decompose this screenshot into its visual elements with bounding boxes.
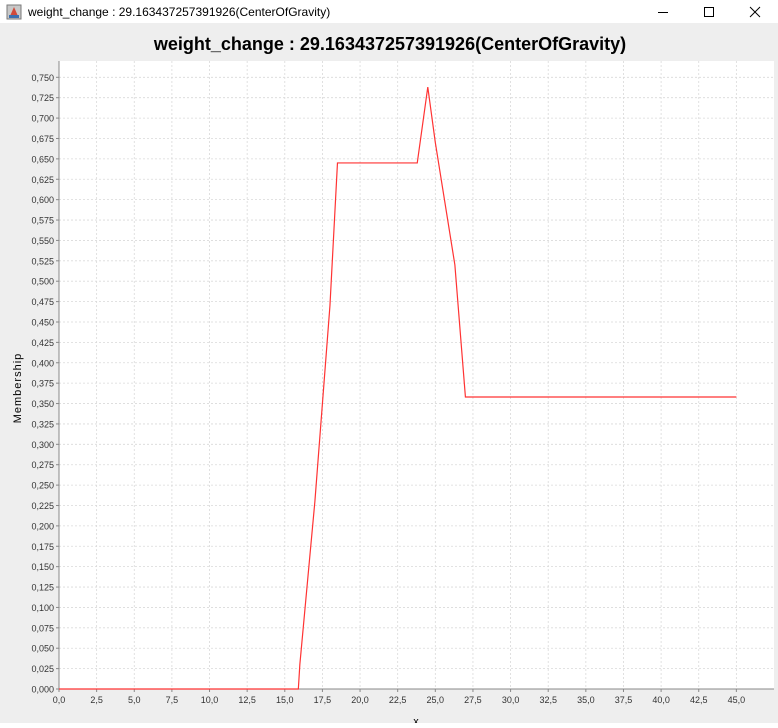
y-tick-label: 0,175: [31, 542, 54, 552]
y-axis-label: Membership: [12, 353, 24, 424]
x-tick-label: 0,0: [53, 695, 66, 705]
membership-chart: weight_change : 29.163437257391926(Cente…: [12, 34, 774, 728]
y-tick-label: 0,375: [31, 379, 54, 389]
close-icon: [749, 6, 761, 17]
x-tick-label: 7,5: [166, 695, 179, 705]
y-tick-label: 0,075: [31, 623, 54, 633]
x-tick-label: 37,5: [615, 695, 633, 705]
x-tick-label: 32,5: [539, 695, 557, 705]
window-controls: [640, 0, 778, 23]
java-app-icon: [6, 4, 22, 19]
y-tick-label: 0,475: [31, 297, 54, 307]
maximize-button[interactable]: [686, 0, 732, 23]
y-tick-label: 0,325: [31, 419, 54, 429]
y-tick-label: 0,525: [31, 256, 54, 266]
x-tick-label: 17,5: [314, 695, 332, 705]
x-tick-label: 15,0: [276, 695, 294, 705]
x-tick-label: 40,0: [652, 695, 670, 705]
x-tick-label: 42,5: [690, 695, 708, 705]
x-tick-label: 30,0: [502, 695, 520, 705]
close-button[interactable]: [732, 0, 778, 23]
x-axis-label: x: [413, 716, 419, 723]
series-group: [59, 87, 737, 690]
y-tick-label: 0,125: [31, 583, 54, 593]
y-tick-label: 0,050: [31, 644, 54, 654]
x-tick-label: 27,5: [464, 695, 482, 705]
maximize-icon: [704, 6, 714, 17]
y-tick-label: 0,425: [31, 338, 54, 348]
y-tick-label: 0,650: [31, 154, 54, 164]
x-tick-label: 45,0: [728, 695, 746, 705]
x-tick-label: 12,5: [238, 695, 256, 705]
y-tick-label: 0,550: [31, 236, 54, 246]
y-tick-label: 0,700: [31, 114, 54, 124]
plot-area: [59, 61, 774, 689]
y-tick-label: 0,675: [31, 134, 54, 144]
y-tick-label: 0,300: [31, 440, 54, 450]
y-axis-ticks: 0,000 0,025 0,050 0,075 0,100 0,125 0,150 0,175…: [31, 73, 59, 695]
minimize-button[interactable]: [640, 0, 686, 23]
series-line: [59, 87, 737, 690]
y-tick-label: 0,225: [31, 501, 54, 511]
y-tick-label: 0,625: [31, 175, 54, 185]
y-tick-label: 0,250: [31, 481, 54, 491]
y-tick-label: 0,575: [31, 216, 54, 226]
minimize-icon: [658, 11, 668, 13]
y-tick-label: 0,100: [31, 603, 54, 613]
y-tick-label: 0,450: [31, 317, 54, 327]
x-tick-label: 20,0: [351, 695, 369, 705]
x-tick-label: 25,0: [427, 695, 445, 705]
window-title: weight_change : 29.163437257391926(Cente…: [28, 4, 331, 19]
x-tick-label: 10,0: [201, 695, 219, 705]
chart-title: weight_change : 29.163437257391926(Cente…: [153, 34, 626, 54]
chart-panel: weight_change : 29.163437257391926(Cente…: [0, 23, 778, 728]
x-tick-label: 2,5: [90, 695, 103, 705]
y-tick-label: 0,725: [31, 93, 54, 103]
grid: [58, 61, 774, 690]
y-tick-label: 0,275: [31, 460, 54, 470]
y-tick-label: 0,750: [31, 73, 54, 83]
x-tick-label: 5,0: [128, 695, 141, 705]
y-tick-label: 0,400: [31, 358, 54, 368]
x-axis-ticks: 0,0 2,5 5,0 7,5 10,0 12,5 15,0 17,5 20,0 22,5 25,0…: [53, 689, 745, 705]
x-tick-label: 22,5: [389, 695, 407, 705]
y-tick-label: 0,200: [31, 521, 54, 531]
y-tick-label: 0,600: [31, 195, 54, 205]
window-titlebar: weight_change : 29.163437257391926(Cente…: [0, 0, 778, 23]
y-tick-label: 0,500: [31, 277, 54, 287]
y-tick-label: 0,025: [31, 664, 54, 674]
y-tick-label: 0,150: [31, 562, 54, 572]
x-tick-label: 35,0: [577, 695, 595, 705]
y-tick-label: 0,350: [31, 399, 54, 409]
y-tick-label: 0,000: [31, 685, 54, 695]
